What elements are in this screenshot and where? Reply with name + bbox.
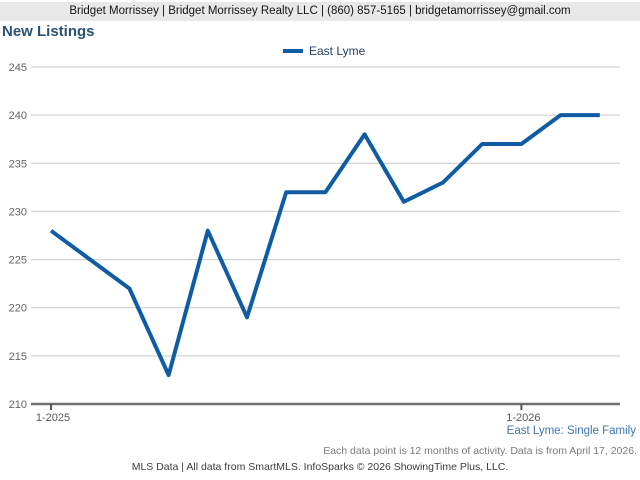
svg-text:245: 245 <box>9 62 27 74</box>
series-scope-note: East Lyme: Single Family <box>506 425 636 437</box>
legend-line-swatch <box>283 49 303 53</box>
gridlines <box>31 66 620 357</box>
svg-text:215: 215 <box>9 351 27 363</box>
svg-text:1-2025: 1-2025 <box>36 412 70 424</box>
y-axis-tick-labels: 210 215 220 225 230 235 240 245 <box>9 62 27 411</box>
svg-text:225: 225 <box>9 255 27 267</box>
svg-text:1-2026: 1-2026 <box>506 412 540 424</box>
x-axis <box>31 402 620 410</box>
svg-text:235: 235 <box>9 158 27 170</box>
contact-header-text: Bridget Morrissey | Bridget Morrissey Re… <box>69 5 571 17</box>
data-freshness-note: Each data point is 12 months of activity… <box>323 445 637 457</box>
legend-label: East Lyme <box>309 44 366 58</box>
svg-text:230: 230 <box>9 206 27 218</box>
page-title: New Listings <box>2 23 95 40</box>
contact-header-bar: Bridget Morrissey | Bridget Morrissey Re… <box>0 2 640 21</box>
svg-text:240: 240 <box>9 110 27 122</box>
chart-legend: East Lyme <box>283 44 365 58</box>
series-line-east-lyme <box>49 113 600 378</box>
x-axis-tick-labels: 1-2025 1-2026 <box>36 412 541 424</box>
svg-text:210: 210 <box>9 399 27 411</box>
attribution-note: MLS Data | All data from SmartMLS. InfoS… <box>131 461 509 473</box>
svg-text:220: 220 <box>9 303 27 315</box>
